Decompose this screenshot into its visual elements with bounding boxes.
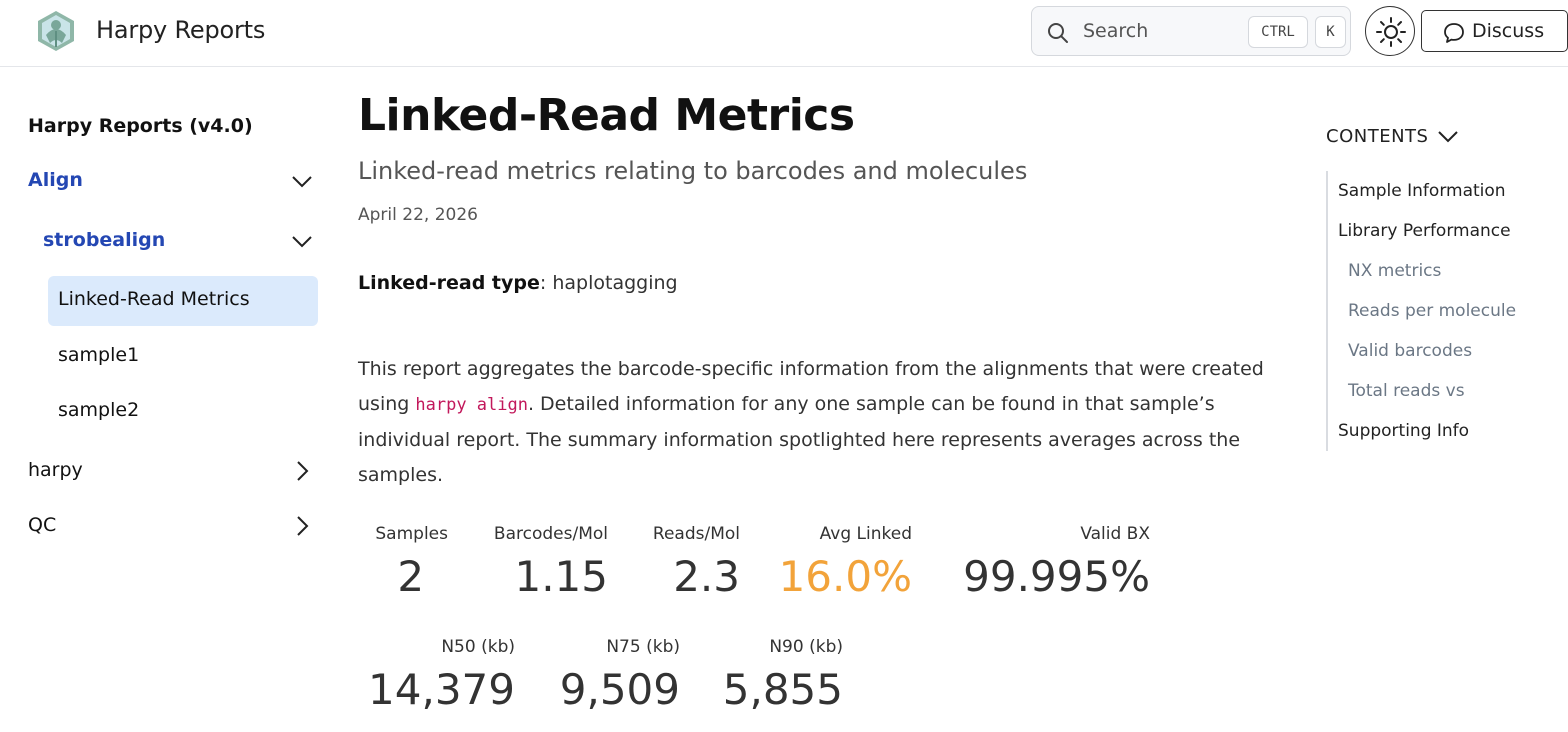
sidebar-item-label: Align xyxy=(28,169,83,191)
value-box-value: 2.3 xyxy=(673,552,740,601)
value-box-title: Barcodes/Mol xyxy=(493,524,608,544)
sidebar-item-label: sample2 xyxy=(58,399,140,421)
sidebar-item-harpy[interactable]: harpy xyxy=(28,451,318,491)
chevron-down-icon[interactable] xyxy=(1436,124,1460,148)
sidebar-item-label: strobealign xyxy=(43,229,166,251)
page-title: Linked-Read Metrics xyxy=(358,90,855,141)
toc-item-library-performance[interactable]: Library Performance xyxy=(1338,221,1511,241)
value-box-title: Reads/Mol xyxy=(652,524,740,544)
sidebar-item-label: sample1 xyxy=(58,344,140,366)
main-content: Linked-Read Metrics Linked-read metrics … xyxy=(358,68,1278,732)
table-of-contents: CONTENTS Sample Information Library Perf… xyxy=(1326,68,1568,468)
top-navbar: Harpy Reports Search CTRL K Discuss xyxy=(0,0,1568,67)
search-icon xyxy=(1048,23,1068,43)
value-box-title: N75 (kb) xyxy=(606,637,680,657)
toc-item-valid-barcodes[interactable]: Valid barcodes xyxy=(1348,341,1473,361)
theme-toggle-button[interactable] xyxy=(1365,6,1415,56)
toc-heading[interactable]: CONTENTS xyxy=(1326,126,1429,147)
value-box-value: 9,509 xyxy=(559,665,680,714)
value-box-title: Valid BX xyxy=(1080,524,1150,544)
inline-code: harpy align xyxy=(415,395,528,415)
toc-item-sample-information[interactable]: Sample Information xyxy=(1338,181,1506,201)
page-date: April 22, 2026 xyxy=(358,205,478,225)
search-placeholder: Search xyxy=(1083,20,1149,42)
sidebar-heading[interactable]: Harpy Reports (v4.0) xyxy=(28,115,253,137)
sidebar-item-strobealign[interactable]: strobealign xyxy=(43,221,318,261)
sidebar-item-sample1[interactable]: sample1 xyxy=(58,336,318,376)
value-box-avg-linked: Avg Linked 16.0% xyxy=(779,524,912,598)
sidebar-item-label: harpy xyxy=(28,459,83,481)
kbd-k: K xyxy=(1315,16,1346,48)
value-box-valid-bx: Valid BX 99.995% xyxy=(963,524,1150,598)
sidebar: Harpy Reports (v4.0) Align strobealign L… xyxy=(0,68,330,732)
value-box-value: 99.995% xyxy=(963,552,1150,601)
sidebar-item-label: QC xyxy=(28,514,57,536)
linked-read-type-value: : haplotagging xyxy=(539,272,678,294)
sidebar-item-label: Linked-Read Metrics xyxy=(58,288,250,310)
description-text: This report aggregates the barcode-speci… xyxy=(358,358,1264,415)
toc-item-nx-metrics[interactable]: NX metrics xyxy=(1348,261,1442,281)
value-box-samples: Samples 2 xyxy=(375,524,448,598)
chevron-right-icon[interactable] xyxy=(290,514,314,538)
value-box-reads-per-mol: Reads/Mol 2.3 xyxy=(653,524,740,598)
sidebar-item-qc[interactable]: QC xyxy=(28,506,318,546)
sun-icon xyxy=(1376,17,1406,47)
toc-item-total-reads-vs[interactable]: Total reads vs xyxy=(1348,381,1465,401)
sidebar-item-align[interactable]: Align xyxy=(28,161,318,201)
search-button[interactable]: Search CTRL K xyxy=(1031,6,1351,56)
value-box-value: 14,379 xyxy=(368,665,515,714)
value-box-title: Avg Linked xyxy=(819,524,912,544)
report-description: This report aggregates the barcode-speci… xyxy=(358,352,1268,493)
page-subtitle: Linked-read metrics relating to barcodes… xyxy=(358,157,1028,185)
value-box-value: 5,855 xyxy=(722,665,843,714)
harpy-logo-icon[interactable] xyxy=(34,9,78,53)
value-box-title: Samples xyxy=(375,524,448,544)
value-box-value: 2 xyxy=(397,552,425,601)
toc-item-supporting-info[interactable]: Supporting Info xyxy=(1338,421,1470,441)
chat-bubble-icon xyxy=(1444,23,1464,43)
toc-item-reads-per-molecule[interactable]: Reads per molecule xyxy=(1348,301,1517,321)
value-box-title: N50 (kb) xyxy=(441,637,515,657)
discuss-label: Discuss xyxy=(1472,20,1545,42)
kbd-ctrl: CTRL xyxy=(1248,16,1308,48)
toc-divider xyxy=(1326,171,1328,451)
value-box-value: 16.0% xyxy=(778,552,912,601)
value-box-n50: N50 (kb) 14,379 xyxy=(368,637,515,711)
value-box-barcodes-per-mol: Barcodes/Mol 1.15 xyxy=(494,524,608,598)
linked-read-type-label: Linked-read type xyxy=(358,272,540,294)
chevron-right-icon[interactable] xyxy=(290,459,314,483)
linked-read-type: Linked-read type: haplotagging xyxy=(358,272,678,294)
discuss-button[interactable]: Discuss xyxy=(1421,10,1568,52)
description-text: . Detailed information for any one sampl… xyxy=(358,393,1241,486)
value-box-n90: N90 (kb) 5,855 xyxy=(723,637,843,711)
value-box-n75: N75 (kb) 9,509 xyxy=(560,637,680,711)
sidebar-item-sample2[interactable]: sample2 xyxy=(58,391,318,431)
sidebar-item-linked-read-metrics[interactable]: Linked-Read Metrics xyxy=(48,276,318,326)
chevron-down-icon[interactable] xyxy=(290,169,314,193)
value-box-value: 1.15 xyxy=(514,552,608,601)
site-title[interactable]: Harpy Reports xyxy=(96,16,266,44)
value-box-title: N90 (kb) xyxy=(769,637,843,657)
chevron-down-icon[interactable] xyxy=(290,229,314,253)
